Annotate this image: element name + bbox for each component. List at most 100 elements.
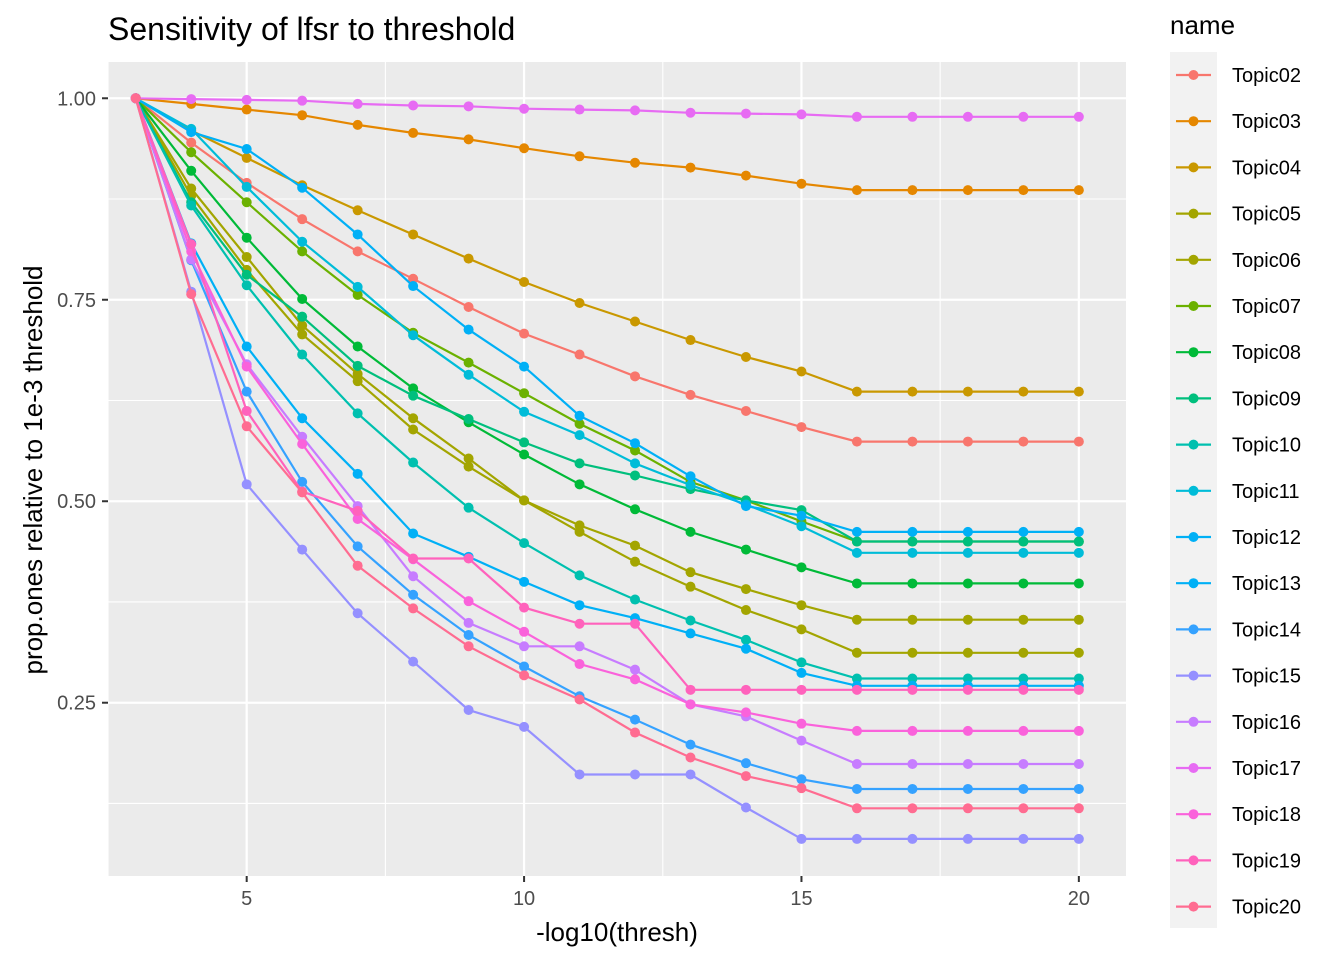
data-point xyxy=(796,422,807,433)
series-line xyxy=(135,97,1079,118)
data-point xyxy=(408,281,419,292)
data-point xyxy=(463,617,474,628)
data-point xyxy=(962,833,973,844)
legend-label: Topic03 xyxy=(1232,111,1301,133)
data-point xyxy=(1073,758,1084,769)
data-point xyxy=(519,661,530,672)
data-point xyxy=(352,608,363,619)
data-point xyxy=(1073,578,1084,589)
panel-background xyxy=(108,62,1126,876)
data-point xyxy=(630,458,641,469)
data-point xyxy=(907,185,918,196)
data-point xyxy=(1018,547,1029,558)
data-point xyxy=(574,104,585,115)
data-point xyxy=(408,273,419,284)
legend-label: Topic08 xyxy=(1232,342,1301,364)
data-point xyxy=(740,108,751,119)
data-point xyxy=(463,461,474,472)
data-point xyxy=(851,578,862,589)
data-point xyxy=(907,647,918,658)
data-point xyxy=(297,182,308,193)
legend-item: Topic16 xyxy=(1176,712,1301,734)
data-point xyxy=(740,605,751,616)
x-tick-label: 15 xyxy=(790,888,812,910)
data-point xyxy=(907,803,918,814)
data-point xyxy=(962,725,973,736)
data-point xyxy=(241,479,252,490)
data-point xyxy=(241,280,252,291)
data-point xyxy=(352,368,363,379)
data-point xyxy=(851,803,862,814)
data-point xyxy=(519,670,530,681)
data-point xyxy=(463,302,474,313)
data-point xyxy=(352,246,363,257)
data-point xyxy=(1018,386,1029,397)
data-point xyxy=(1073,111,1084,122)
data-point xyxy=(685,567,696,578)
data-point xyxy=(740,170,751,181)
series-line xyxy=(134,97,1079,766)
data-point xyxy=(352,289,363,300)
data-point xyxy=(796,774,807,785)
data-point xyxy=(574,297,585,308)
chart-title: Sensitivity of lfsr to threshold xyxy=(108,11,515,47)
data-point xyxy=(907,386,918,397)
data-point xyxy=(519,449,530,460)
data-point xyxy=(297,349,308,360)
data-point xyxy=(186,165,197,176)
data-point xyxy=(519,576,530,587)
legend-item: Topic12 xyxy=(1176,527,1301,549)
y-tick-label: 0.75 xyxy=(57,290,96,312)
legend-item: Topic04 xyxy=(1176,157,1301,179)
data-point xyxy=(463,357,474,368)
legend-key-point xyxy=(1188,763,1199,773)
data-point xyxy=(408,100,419,111)
data-point xyxy=(1018,803,1029,814)
data-point xyxy=(241,361,252,372)
data-point xyxy=(408,571,419,582)
data-point xyxy=(1073,386,1084,397)
data-point xyxy=(352,119,363,130)
legend: Topic02 Topic03 Topic04 Topic05 Topic06 Topic… xyxy=(1170,52,1301,928)
data-point xyxy=(408,589,419,600)
data-point xyxy=(297,413,308,424)
data-point xyxy=(630,618,641,629)
legend-item: Topic09 xyxy=(1176,388,1301,410)
y-tick-label: 0.25 xyxy=(57,693,96,715)
data-point xyxy=(463,596,474,607)
data-point xyxy=(241,421,252,432)
data-point xyxy=(519,437,530,448)
data-point xyxy=(740,405,751,416)
data-point xyxy=(463,101,474,112)
data-point xyxy=(463,453,474,464)
legend-key-point xyxy=(1188,578,1199,589)
data-point xyxy=(1073,833,1084,844)
series-topic10 xyxy=(130,93,1084,684)
data-point xyxy=(630,664,641,675)
data-point xyxy=(574,418,585,429)
data-point xyxy=(962,758,973,769)
legend-label: Topic18 xyxy=(1232,804,1301,826)
data-point xyxy=(962,111,973,122)
legend-label: Topic05 xyxy=(1232,204,1301,226)
data-point xyxy=(1073,647,1084,658)
legend-item: Topic15 xyxy=(1176,666,1301,688)
series-line xyxy=(134,97,1079,733)
data-point xyxy=(740,684,751,695)
data-point xyxy=(630,504,641,515)
legend-key-point xyxy=(1188,393,1199,404)
data-point xyxy=(408,383,419,394)
data-point xyxy=(907,758,918,769)
data-point xyxy=(851,185,862,196)
data-point xyxy=(574,458,585,469)
series-topic12 xyxy=(130,93,1084,537)
data-point xyxy=(630,769,641,780)
data-point xyxy=(630,470,641,481)
legend-key-point xyxy=(1188,855,1199,866)
data-point xyxy=(851,536,862,547)
series-topic20 xyxy=(130,93,1084,814)
data-point xyxy=(352,541,363,552)
legend-label: Topic10 xyxy=(1232,435,1301,457)
data-point xyxy=(1018,526,1029,537)
data-point xyxy=(186,289,197,300)
